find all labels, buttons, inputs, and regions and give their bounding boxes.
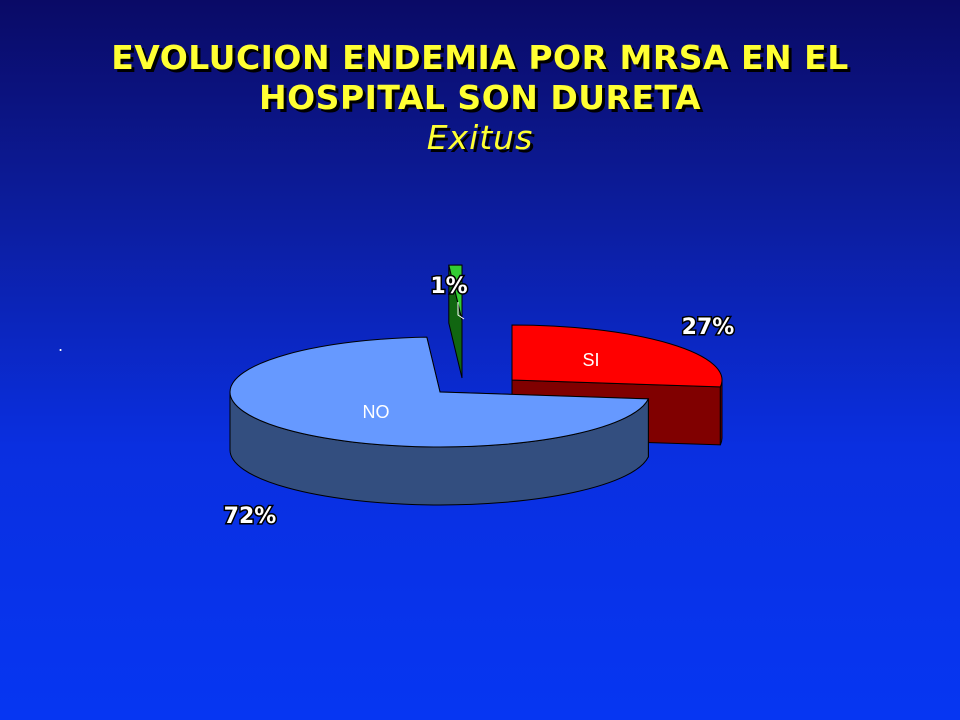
data-label-si: 27% [682,315,735,340]
slide-title-line-1: EVOLUCION ENDEMIA POR MRSA EN EL [111,38,849,77]
leader-line [457,302,465,320]
pie-slice-side [719,379,723,446]
category-label-si: SI [582,350,599,370]
pie-slice-other [448,264,463,379]
bullet-dot: . [58,336,64,355]
pie-slice-no [229,336,650,506]
slide-title-block: EVOLUCION ENDEMIA POR MRSA EN EL HOSPITA… [0,38,960,158]
pie-slice-top [448,264,463,321]
slide-title-line-2: HOSPITAL SON DURETA [259,78,701,117]
pie-slice-top [511,324,723,388]
category-label-no: NO [363,402,390,422]
pie-slice-top [229,336,650,448]
data-label-other: 1% [430,274,467,299]
data-label-no: 72% [224,504,277,529]
slide-subtitle: Exitus [426,118,534,157]
